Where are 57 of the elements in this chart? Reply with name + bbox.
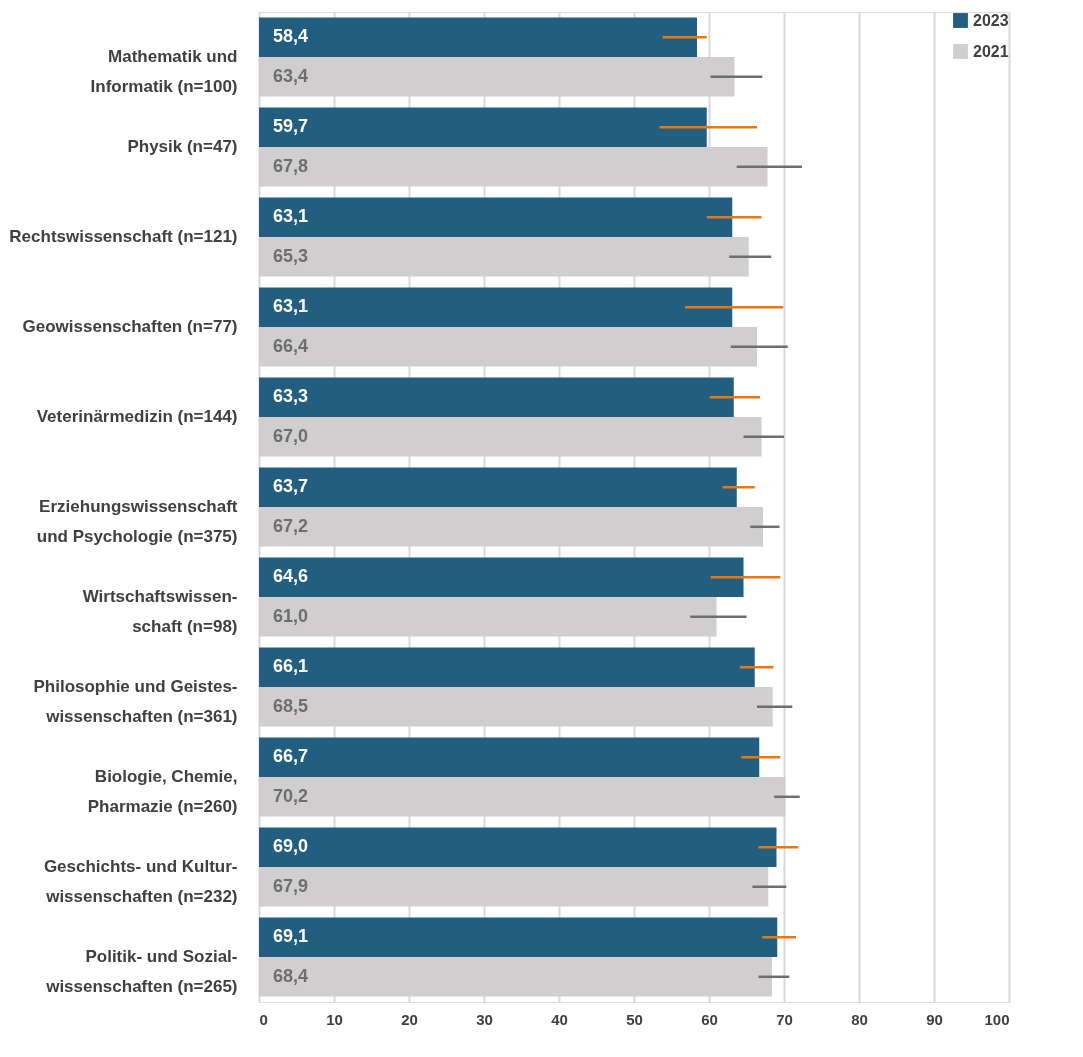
- data-label: 70,2: [273, 785, 309, 806]
- y-tick-label: Mathematik und Informatik (n=100): [90, 47, 238, 96]
- data-label: 61,0: [273, 605, 309, 626]
- bar: [259, 557, 744, 597]
- data-label: 65,3: [273, 245, 309, 266]
- data-label: 63,7: [273, 476, 309, 497]
- y-tick-label: Geschichts- und Kultur- wissenschaften (n=232): [43, 857, 238, 906]
- y-tick-label: Erziehungswissenschaft und Psychologie (n=375): [36, 497, 238, 546]
- y-tick-label: Philosophie und Geistes- wissenschaften (n=361): [33, 677, 238, 726]
- data-label: 68,4: [273, 965, 309, 986]
- data-label: 59,7: [273, 116, 309, 137]
- legend-label: 2021: [973, 42, 1009, 60]
- x-tick-label: 70: [776, 1010, 793, 1028]
- bar: [259, 647, 755, 687]
- data-label: 66,7: [273, 746, 309, 767]
- y-tick-label: Politik- und Sozial- wissenschaften (n=265): [45, 947, 238, 996]
- data-label: 67,9: [273, 875, 309, 896]
- data-label: 67,8: [273, 155, 309, 176]
- x-tick-label: 30: [476, 1010, 493, 1028]
- bar: [259, 917, 778, 957]
- x-tick-label: 10: [326, 1010, 343, 1028]
- x-tick-label: 90: [926, 1010, 943, 1028]
- data-label: 67,2: [273, 515, 309, 536]
- data-label: 69,1: [273, 926, 309, 947]
- bar: [259, 377, 734, 417]
- x-tick-label: 60: [701, 1010, 718, 1028]
- x-tick-label: 100: [984, 1010, 1010, 1028]
- x-tick-label: 50: [626, 1010, 643, 1028]
- y-tick-label: Wirtschaftswissen- schaft (n=98): [82, 587, 238, 636]
- bar: [259, 107, 707, 147]
- data-label: 67,0: [273, 425, 309, 446]
- y-tick-label: Rechtswissenschaft (n=121): [9, 227, 238, 246]
- x-tick-label: 20: [401, 1010, 418, 1028]
- data-label: 63,4: [273, 65, 309, 86]
- x-tick-label: 40: [551, 1010, 568, 1028]
- bar: [259, 197, 733, 237]
- data-label: 58,4: [273, 26, 309, 47]
- data-label: 63,1: [273, 206, 309, 227]
- data-label: 63,1: [273, 296, 309, 317]
- bar: [259, 737, 760, 777]
- bar: [259, 17, 697, 57]
- data-label: 66,4: [273, 335, 309, 356]
- x-tick-label: 0: [259, 1010, 268, 1028]
- x-tick-label: 80: [851, 1010, 868, 1028]
- y-tick-label: Geowissenschaften (n=77): [22, 317, 238, 336]
- data-label: 68,5: [273, 695, 309, 716]
- bar: [259, 827, 777, 867]
- y-tick-label: Biologie, Chemie, Pharmazie (n=260): [87, 767, 238, 816]
- bar: [259, 287, 733, 327]
- data-label: 69,0: [273, 836, 309, 857]
- data-label: 63,3: [273, 386, 309, 407]
- data-label: 64,6: [273, 566, 309, 587]
- data-label: 66,1: [273, 656, 309, 677]
- bar: [259, 467, 737, 507]
- legend-label: 2023: [973, 11, 1009, 29]
- y-tick-label: Veterinärmedizin (n=144): [36, 407, 238, 426]
- y-tick-label: Physik (n=47): [127, 137, 238, 156]
